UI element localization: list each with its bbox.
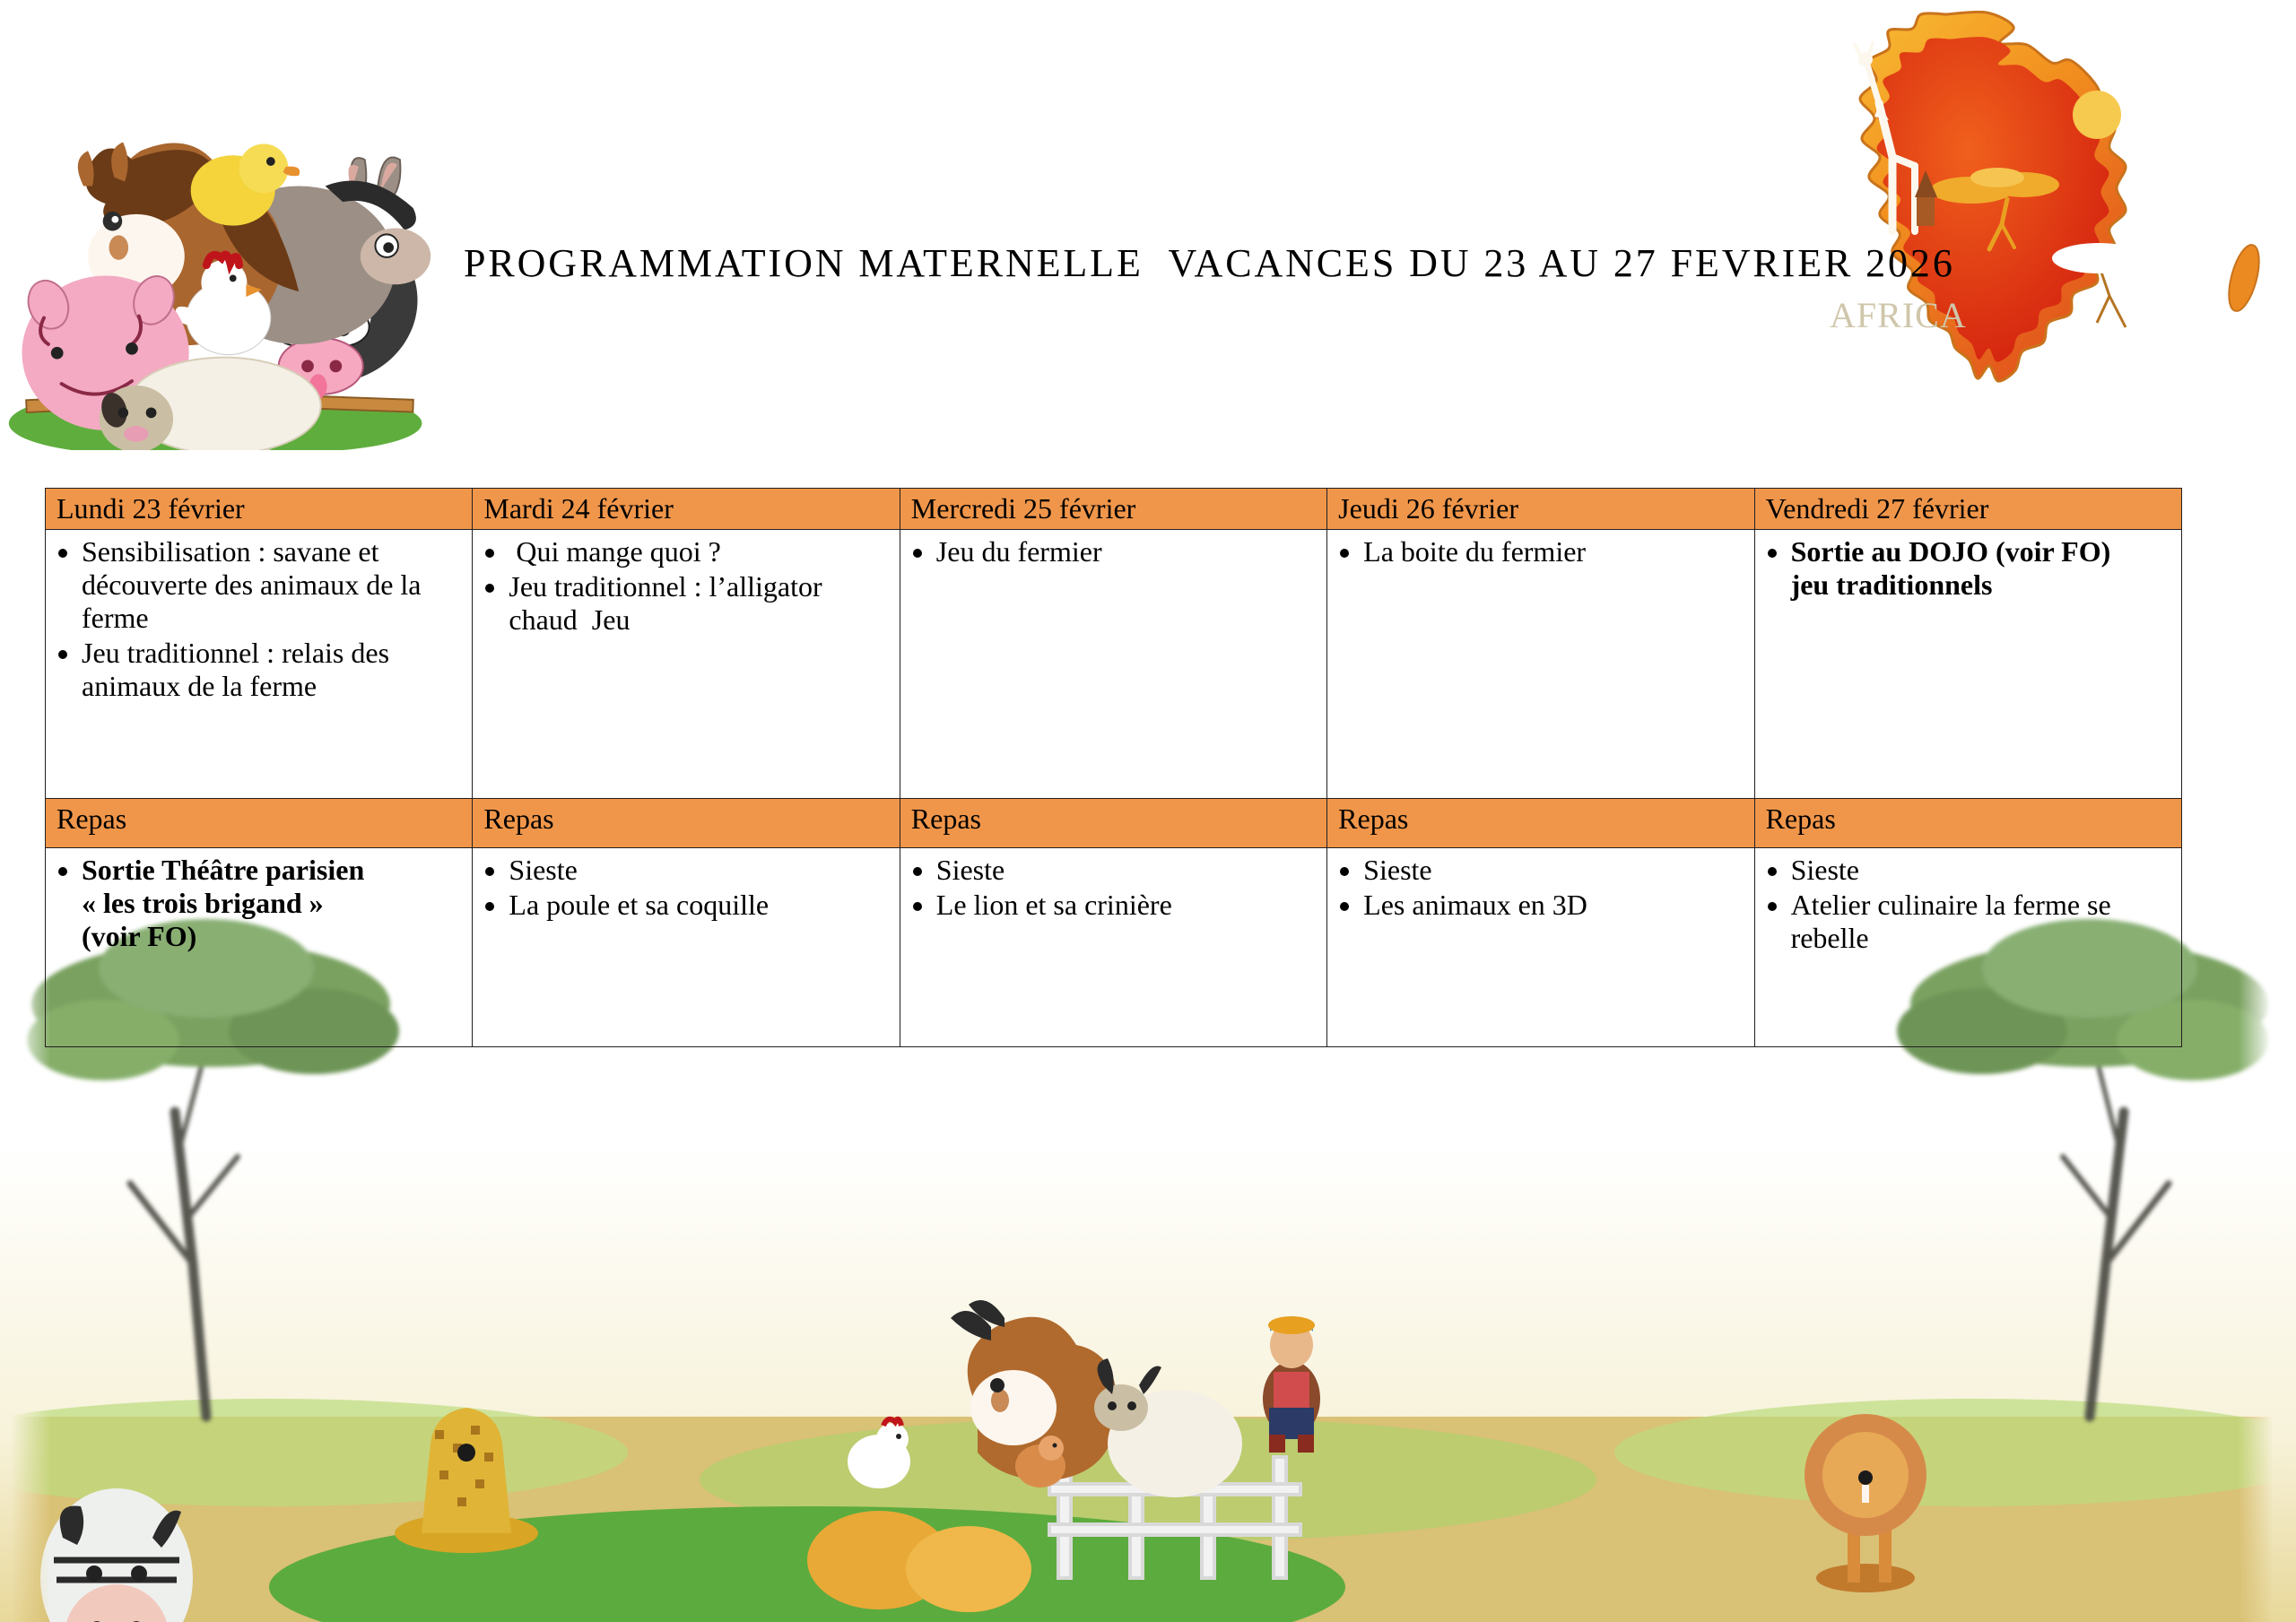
svg-text:AFRICA: AFRICA [1830, 295, 1967, 335]
